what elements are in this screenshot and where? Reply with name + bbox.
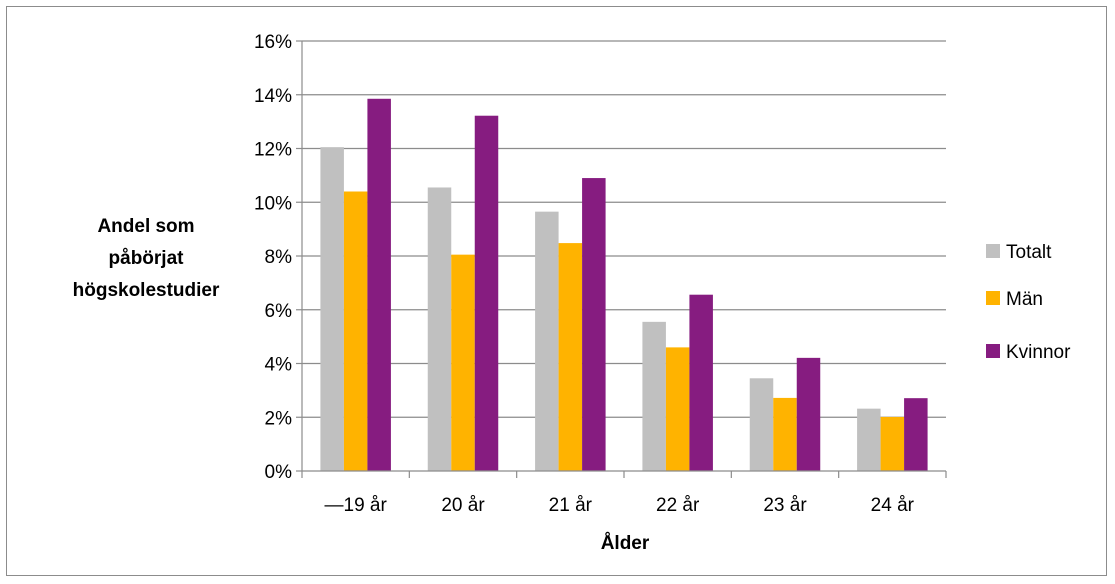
y-axis-title: Andel som påbörjat högskolestudier	[73, 216, 220, 301]
x-tick-labels: —19 år 20 år 21 år 22 år 23 år 24 år	[325, 495, 915, 516]
y-axis-title-line: Andel som	[97, 216, 194, 237]
y-tick-label: 8%	[265, 247, 293, 268]
axes	[301, 41, 947, 478]
y-tick-label: 10%	[254, 193, 292, 214]
bar-kvinnor	[474, 115, 499, 472]
bar-kvinnor	[796, 357, 821, 471]
bar-m-n	[558, 243, 583, 471]
bar-m-n	[773, 397, 797, 471]
bar-totalt	[535, 211, 559, 471]
bar-m-n	[451, 254, 475, 471]
bar-totalt	[427, 187, 452, 471]
x-tick-label: —19 år	[325, 495, 388, 516]
bar-totalt	[857, 408, 881, 471]
y-axis-title-line: högskolestudier	[73, 280, 220, 301]
bar-totalt	[320, 147, 344, 471]
legend: Totalt Män Kvinnor	[986, 242, 1071, 363]
bar-kvinnor	[367, 98, 391, 471]
legend-swatch	[986, 244, 1000, 258]
legend-swatch	[986, 344, 1000, 358]
bar-m-n	[343, 191, 368, 471]
y-tick-label: 12%	[254, 140, 292, 161]
x-tick-label: 20 år	[441, 495, 485, 516]
bar-kvinnor	[689, 294, 713, 471]
gridlines	[296, 40, 946, 472]
x-axis-title: Ålder	[601, 533, 650, 554]
y-tick-label: 6%	[265, 301, 293, 322]
bar-kvinnor	[904, 398, 928, 471]
bar-m-n	[880, 416, 905, 471]
x-tick-label: 22 år	[656, 495, 700, 516]
y-tick-label: 2%	[265, 408, 293, 429]
legend-label: Kvinnor	[1006, 342, 1071, 363]
bar-totalt	[749, 378, 774, 471]
y-tick-labels: 0% 2% 4% 6% 8% 10% 12% 14% 16%	[254, 32, 292, 483]
x-tick-label: 21 år	[549, 495, 593, 516]
y-tick-label: 0%	[265, 462, 293, 483]
y-tick-label: 14%	[254, 86, 292, 107]
y-tick-label: 4%	[265, 355, 293, 376]
x-tick-label: 24 år	[871, 495, 915, 516]
legend-label: Män	[1006, 289, 1043, 310]
legend-swatch	[986, 291, 1000, 305]
x-tick-label: 23 år	[763, 495, 807, 516]
bar-m-n	[665, 347, 690, 471]
bar-totalt	[642, 321, 666, 471]
y-axis-title-line: påbörjat	[109, 248, 185, 269]
y-tick-label: 16%	[254, 32, 292, 53]
bar-kvinnor	[582, 178, 606, 471]
bars	[320, 98, 928, 472]
legend-label: Totalt	[1006, 242, 1052, 263]
